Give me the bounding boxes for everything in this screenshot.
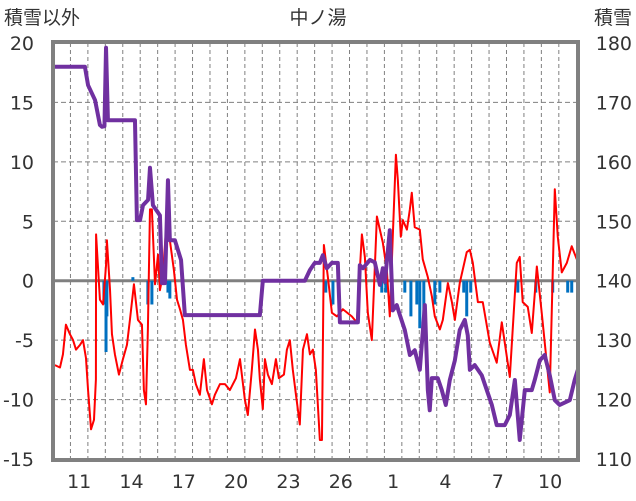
precip-bar [384,280,388,293]
snow-depth-line [53,45,580,442]
precip-bar [516,280,520,293]
gridlines [53,43,578,459]
left-tick-label: 0 [22,271,34,293]
precip-bar [462,280,466,293]
precip-bar [418,280,422,329]
right-tick-label: 170 [596,92,632,114]
precip-bar [331,280,335,305]
chart-title: 中ノ湯 [289,7,346,29]
precip-bar [150,280,154,305]
precip-bar [570,280,574,293]
precip-bar [380,280,384,293]
x-tick-label: 17 [172,471,196,493]
left-tick-label: -15 [3,449,34,471]
precip-bar [324,280,328,293]
precip-bar [168,280,172,299]
precip-bar [566,280,570,293]
right-tick-label: 120 [596,390,632,412]
left-tick-label: 15 [10,92,34,114]
plot-frame [51,40,580,462]
precip-bar [403,280,407,293]
left-tick-label: -5 [15,330,34,352]
right-tick-label: 130 [596,330,632,352]
precip-bar [166,280,170,293]
precip-bar [433,280,437,305]
x-tick-label: 7 [492,471,504,493]
precip-bar [409,280,413,317]
left-axis-title: 積雪以外 [4,7,80,29]
right-tick-label: 180 [596,33,632,55]
x-tick-label: 1 [387,471,399,493]
right-axis-title: 積雪 [594,7,632,29]
right-y-axis: 180 170 160 150 140 130 120 110 [596,33,632,471]
left-tick-label: -10 [3,390,34,412]
x-tick-label: 11 [67,471,91,493]
x-tick-label: 4 [439,471,451,493]
precip-bar [415,280,419,305]
right-tick-label: 150 [596,211,632,233]
right-tick-label: 160 [596,152,632,174]
x-tick-label: 10 [538,471,562,493]
precip-bar [465,280,469,317]
right-tick-label: 140 [596,271,632,293]
x-axis: 11 14 17 20 23 26 1 4 7 10 [67,471,562,493]
precip-bar [105,280,109,317]
left-tick-label: 20 [10,33,34,55]
left-y-axis: 20 15 10 5 0 -5 -10 -15 [3,33,34,471]
x-tick-label: 14 [119,471,143,493]
left-tick-label: 10 [10,152,34,174]
x-tick-label: 20 [224,471,248,493]
x-tick-label: 23 [276,471,300,493]
precip-bar [422,280,426,317]
plot-marks [53,45,580,442]
temperature-line [54,153,578,441]
precip-bar [131,277,135,281]
precip-bar [469,280,473,293]
precip-bar [438,280,442,293]
right-tick-label: 110 [596,449,632,471]
left-tick-label: 5 [22,211,34,233]
x-tick-label: 26 [329,471,353,493]
